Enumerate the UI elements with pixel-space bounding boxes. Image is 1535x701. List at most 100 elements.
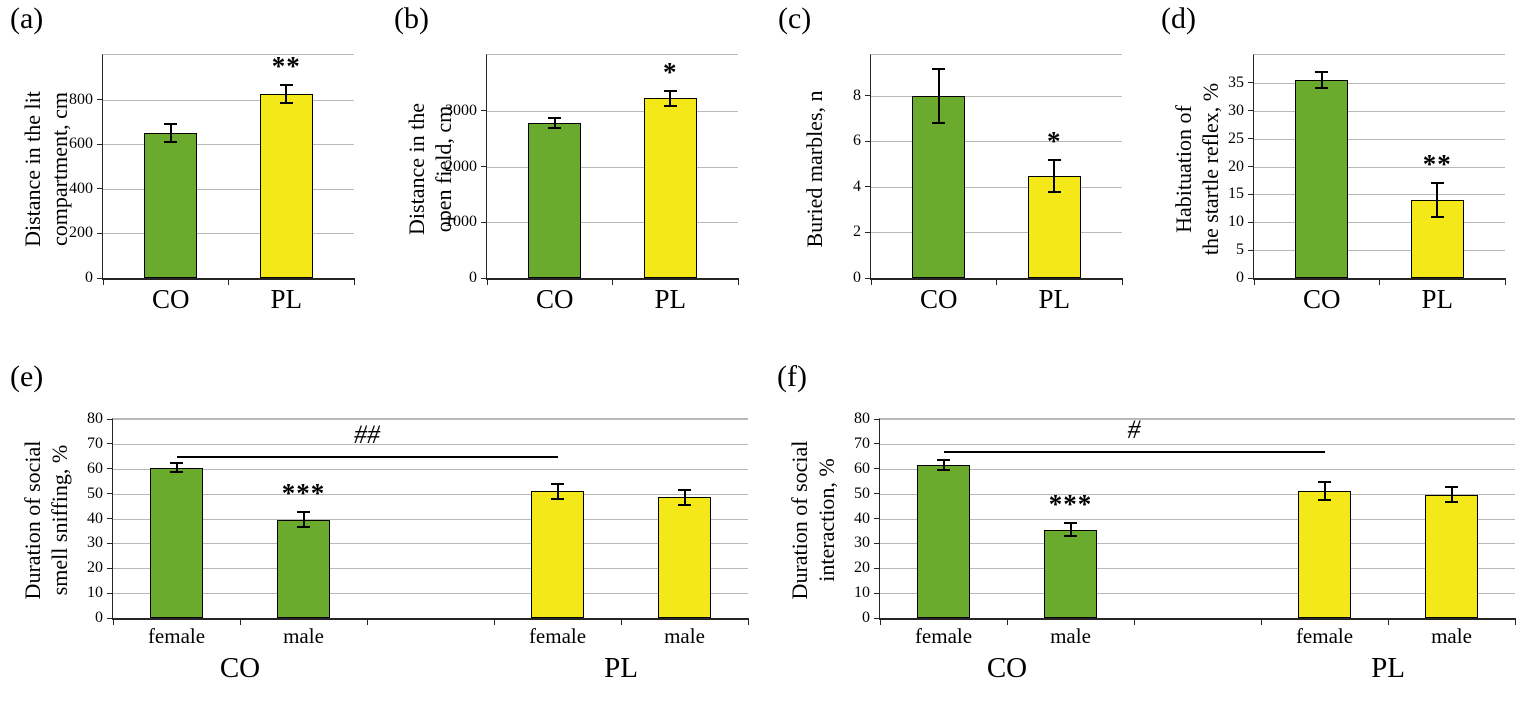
gridline	[880, 543, 1515, 545]
error-bar-cap	[1064, 534, 1077, 537]
x-axis-tick	[486, 278, 488, 285]
gridline	[103, 99, 354, 101]
error-bar	[553, 117, 556, 129]
bar-female	[1297, 491, 1352, 618]
y-axis-tick	[874, 468, 880, 470]
y-axis-tick-label: 2000	[445, 157, 477, 175]
error-bar	[556, 483, 559, 499]
panel-letter-f: (f)	[777, 360, 807, 393]
y-axis-tick-label: 30	[1228, 101, 1244, 119]
gridline	[1254, 166, 1505, 168]
y-axis-tick	[1248, 249, 1254, 251]
error-bar	[1436, 183, 1439, 217]
x-group-label: PL	[604, 652, 638, 684]
x-category-label: PL	[1421, 284, 1453, 314]
x-axis-tick	[353, 278, 355, 285]
gridline	[1254, 222, 1505, 224]
error-bar-cap	[663, 104, 677, 107]
y-axis-tick	[1248, 193, 1254, 195]
y-axis-tick-label: 10	[87, 584, 103, 602]
significance-label: ***	[1048, 489, 1093, 520]
gridline	[880, 468, 1515, 470]
gridline	[113, 468, 748, 470]
gridline	[487, 166, 738, 168]
y-axis-tick-label: 20	[87, 559, 103, 577]
y-axis-tick	[1248, 82, 1254, 84]
error-bar	[285, 85, 288, 103]
error-bar-cap	[170, 471, 183, 474]
y-axis-tick	[97, 143, 103, 145]
y-axis-tick	[874, 518, 880, 519]
panel-letter-d: (d)	[1161, 2, 1196, 35]
y-axis-tick-label: 50	[87, 484, 103, 502]
y-axis-tick	[874, 542, 880, 544]
y-axis-tick-label: 40	[87, 509, 103, 527]
x-category-label: female	[914, 624, 973, 648]
error-bar-cap	[170, 461, 183, 464]
y-axis-tick-label: 1000	[445, 213, 477, 231]
error-bar	[302, 512, 305, 528]
x-axis-tick	[620, 618, 622, 625]
y-axis-tick-label: 200	[69, 224, 93, 242]
y-axis-tick	[865, 95, 871, 97]
y-axis-tick-label: 5	[1236, 241, 1244, 259]
error-bar-cap	[279, 101, 293, 104]
error-bar-cap	[1430, 215, 1444, 218]
y-axis-tick	[107, 617, 113, 619]
y-axis-tick	[874, 493, 880, 495]
gridline	[113, 543, 748, 545]
panel-c: (c) Buried marbles, n 0 2 4 6 8 CO * PL	[768, 0, 1152, 345]
x-category-label: PL	[270, 284, 302, 314]
bracket-label: #	[1127, 415, 1141, 445]
gridline	[1254, 250, 1505, 252]
plot-area-f: 0 10 20 30 40 50 60 70 80 female *** male female male…	[854, 410, 1516, 684]
x-category-label: male	[1431, 624, 1472, 648]
gridline	[103, 233, 354, 235]
y-axis-tick-label: 3000	[445, 101, 477, 119]
error-bar-cap	[548, 127, 562, 130]
plot-area-c: 0 2 4 6 8 CO * PL	[853, 54, 1123, 314]
bar-male	[657, 497, 712, 618]
gridline	[871, 232, 1122, 234]
error-bar-cap	[932, 67, 946, 70]
significance-label: *	[1046, 125, 1062, 156]
x-axis-tick	[1514, 618, 1516, 625]
error-bar-cap	[1445, 501, 1458, 504]
x-category-label: male	[283, 624, 324, 648]
bracket-line	[943, 451, 1325, 454]
error-bar-cap	[551, 482, 564, 485]
y-axis-tick-label: 800	[69, 90, 93, 108]
gridline	[1254, 138, 1505, 140]
y-axis-tick	[107, 443, 113, 445]
y-axis-tick-label: 20	[854, 559, 870, 577]
y-axis-tick	[107, 567, 113, 569]
panel-b: (b) Distance in the open field, cm 0 1000…	[384, 0, 768, 345]
y-axis-tick	[874, 443, 880, 445]
x-axis-tick	[996, 278, 997, 285]
error-bar	[1450, 487, 1453, 503]
y-axis-tick	[107, 493, 113, 495]
error-bar	[1053, 159, 1056, 192]
gridline	[487, 222, 738, 224]
bar-pl	[643, 98, 697, 278]
x-axis-tick	[747, 618, 749, 625]
y-axis-tick	[1248, 221, 1254, 223]
x-axis-tick	[1133, 618, 1135, 625]
y-axis-tick-label: 15	[1228, 185, 1244, 203]
gridline	[880, 568, 1515, 570]
error-bar-cap	[937, 459, 950, 462]
x-axis-tick	[870, 278, 872, 285]
x-category-label: CO	[536, 284, 574, 314]
y-axis-tick	[107, 592, 113, 594]
y-axis-tick-label: 50	[854, 484, 870, 502]
x-group-label: CO	[219, 652, 261, 684]
gridline	[103, 188, 354, 190]
error-bar	[669, 91, 672, 106]
error-bar-cap	[932, 122, 946, 125]
error-bar-cap	[164, 140, 178, 143]
y-axis-tick-label: 60	[854, 459, 870, 477]
bar-co	[912, 95, 966, 278]
y-axis-tick-label: 0	[853, 269, 861, 286]
panel-a: (a) Distance in the lit compartment, cm …	[0, 0, 384, 345]
x-category-label: PL	[1038, 284, 1070, 314]
